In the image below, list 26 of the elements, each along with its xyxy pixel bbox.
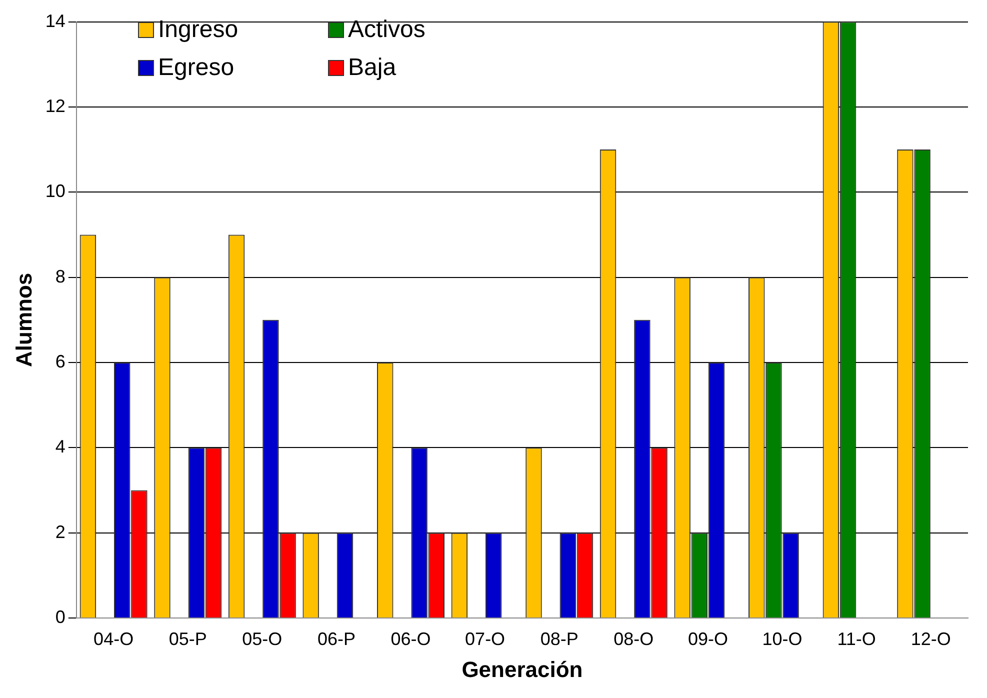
x-tick-label: 09-O <box>688 628 728 649</box>
y-tick-label: 6 <box>55 351 66 372</box>
y-axis-title: Alumnos <box>11 272 36 367</box>
x-tick-label: 05-O <box>242 628 282 649</box>
legend-label: Ingreso <box>158 16 238 44</box>
x-tick-label: 06-P <box>317 628 356 649</box>
x-tick-label: 10-O <box>762 628 802 649</box>
y-tick-label: 12 <box>45 96 66 116</box>
x-tick-label: 08-P <box>540 628 578 649</box>
x-tick-label: 08-O <box>614 628 654 649</box>
legend-label: Baja <box>348 54 396 82</box>
x-tick-label: 05-P <box>168 628 207 649</box>
x-axis-title: Generación <box>462 656 583 682</box>
x-tick-label: 11-O <box>837 628 876 649</box>
x-tick-label: 07-O <box>465 628 506 649</box>
y-tick-label: 4 <box>55 436 66 457</box>
x-tick-label: 06-O <box>390 628 431 649</box>
y-tick-label: 10 <box>45 181 66 202</box>
y-tick-label: 0 <box>55 606 66 627</box>
y-tick-label: 14 <box>45 10 66 31</box>
y-tick-label: 8 <box>55 266 66 286</box>
legend-label: Egreso <box>158 54 234 82</box>
x-tick-label: 12-O <box>910 628 951 649</box>
legend-label: Activos <box>348 16 426 44</box>
x-tick-label: 04-O <box>94 628 134 649</box>
y-tick-label: 2 <box>55 522 66 542</box>
